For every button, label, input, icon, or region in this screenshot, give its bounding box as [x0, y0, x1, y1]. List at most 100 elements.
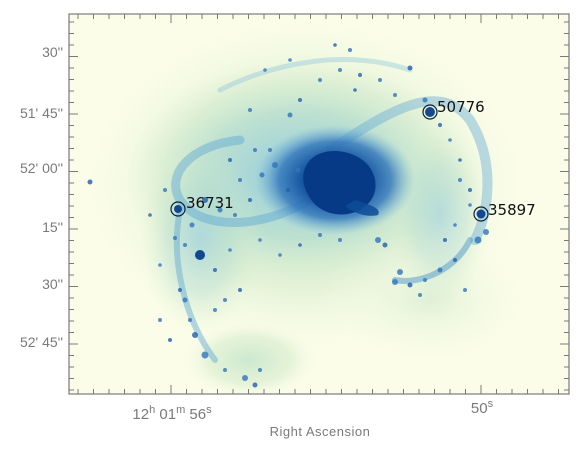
- star-knot: [483, 229, 489, 235]
- star-knot: [453, 258, 457, 262]
- star-knot: [168, 338, 172, 342]
- galaxy-image: [69, 14, 569, 394]
- star-knot: [338, 238, 342, 242]
- star-knot: [228, 248, 232, 252]
- star-knot: [382, 242, 388, 248]
- star-knot: [318, 78, 322, 82]
- star-knot: [223, 368, 227, 372]
- plot-frame: [68, 13, 570, 395]
- star-knot: [223, 298, 227, 302]
- star-knot: [238, 288, 242, 292]
- star-knot: [288, 58, 292, 62]
- star-knot: [378, 78, 382, 82]
- spiral-arm-outer-west: [173, 207, 218, 363]
- y-tick-label: 52' 45'': [20, 334, 63, 350]
- star-knot: [418, 293, 422, 297]
- star-knot: [192, 332, 198, 338]
- spiral-arm-north: [325, 96, 493, 245]
- star-knot: [163, 188, 167, 192]
- star-knot: [453, 223, 457, 227]
- star-knot: [392, 279, 398, 285]
- x-tick-label: 12h 01m 56s: [132, 404, 212, 423]
- star-knot: [278, 253, 282, 257]
- y-tick-label: 52' 00'': [20, 160, 63, 176]
- source-marker-35897[interactable]: [473, 206, 489, 222]
- star-knot: [259, 172, 265, 178]
- north-filament: [217, 57, 413, 93]
- star-knot: [233, 213, 237, 217]
- star-knot: [87, 179, 93, 185]
- star-knot: [298, 243, 302, 247]
- source-label-36731: 36731: [186, 194, 234, 212]
- star-knot: [422, 97, 428, 103]
- star-knot: [189, 222, 195, 228]
- star-knot: [263, 68, 267, 72]
- source-marker-36731[interactable]: [170, 201, 186, 217]
- star-knot: [458, 178, 462, 182]
- star-knot: [195, 250, 205, 260]
- star-knot: [407, 65, 413, 71]
- x-axis-title: Right Ascension: [270, 424, 371, 439]
- star-forming-knots: [87, 43, 489, 388]
- source-marker-50776[interactable]: [422, 104, 438, 120]
- star-knot: [463, 288, 467, 292]
- y-tick-label: 15'': [42, 219, 63, 235]
- star-knot: [353, 88, 357, 92]
- axis-ticks: [69, 14, 569, 394]
- star-knot: [213, 308, 217, 312]
- star-knot: [286, 188, 290, 192]
- star-knot: [268, 148, 272, 152]
- source-label-50776: 50776: [437, 98, 485, 116]
- star-knot: [148, 213, 152, 217]
- star-knot: [258, 238, 262, 242]
- star-knot: [474, 236, 482, 244]
- spiral-arm-outer-east: [392, 237, 473, 284]
- star-knot: [201, 351, 209, 359]
- star-knot: [437, 267, 443, 273]
- star-knot: [318, 233, 322, 237]
- source-label-35897: 35897: [488, 201, 536, 219]
- star-knot: [458, 158, 462, 162]
- y-tick-label: 30'': [42, 44, 63, 60]
- star-knot: [228, 158, 232, 162]
- star-knot: [213, 268, 217, 272]
- lower-tail: [180, 320, 320, 394]
- star-knot: [438, 123, 442, 127]
- star-knot: [217, 207, 223, 213]
- star-knot: [287, 112, 293, 118]
- star-knot: [298, 98, 302, 102]
- star-knot: [173, 236, 177, 240]
- star-knot: [448, 138, 452, 142]
- star-knot: [248, 198, 252, 202]
- core-extension: [345, 200, 379, 216]
- y-tick-label: 30'': [42, 276, 63, 292]
- star-knot: [375, 237, 381, 243]
- star-knot: [202, 197, 208, 203]
- star-knot: [393, 93, 397, 97]
- star-knot: [183, 243, 187, 247]
- star-knot: [253, 148, 257, 152]
- x-tick-label: 50s: [471, 398, 494, 417]
- star-knot: [242, 375, 248, 381]
- star-knot: [188, 318, 192, 322]
- star-knot: [178, 288, 182, 292]
- star-knot: [443, 238, 447, 242]
- star-knot: [333, 43, 337, 47]
- star-knot: [252, 382, 258, 388]
- star-knot: [476, 209, 486, 219]
- star-knot: [358, 73, 362, 77]
- star-knot: [407, 282, 413, 288]
- star-knot: [174, 205, 182, 213]
- star-knot: [158, 318, 162, 322]
- star-knot: [158, 263, 162, 267]
- east-arm-glow: [390, 125, 490, 305]
- west-arm-glow: [140, 145, 260, 335]
- star-knot: [348, 48, 352, 52]
- star-knot: [338, 68, 342, 72]
- y-tick-label: 51' 45'': [20, 105, 63, 121]
- spiral-arm-south: [171, 135, 315, 227]
- star-knot: [425, 107, 435, 117]
- star-knot: [397, 269, 403, 275]
- star-knot: [258, 368, 262, 372]
